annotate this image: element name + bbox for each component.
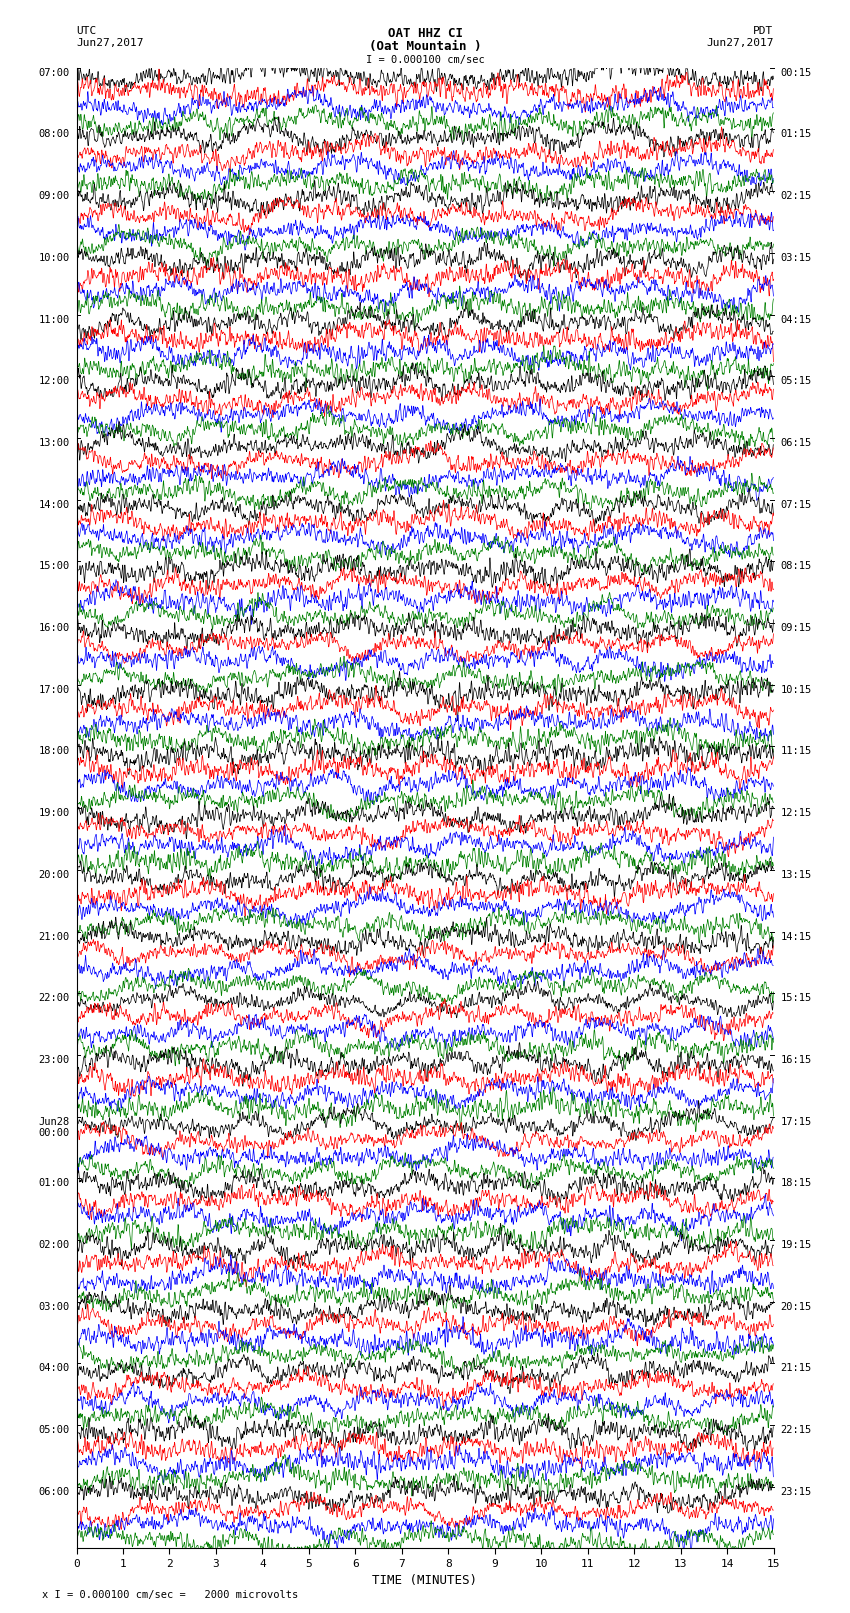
Text: Jun28
00:00: Jun28 00:00 <box>38 1116 70 1139</box>
Text: 16:00: 16:00 <box>38 623 70 632</box>
Text: 10:00: 10:00 <box>38 253 70 263</box>
Text: 11:15: 11:15 <box>780 747 812 756</box>
Text: 05:00: 05:00 <box>38 1426 70 1436</box>
Text: 08:00: 08:00 <box>38 129 70 139</box>
Text: 02:00: 02:00 <box>38 1240 70 1250</box>
Text: 04:15: 04:15 <box>780 315 812 324</box>
Text: 19:00: 19:00 <box>38 808 70 818</box>
Text: 09:00: 09:00 <box>38 192 70 202</box>
Text: 09:15: 09:15 <box>780 623 812 632</box>
Text: 18:00: 18:00 <box>38 747 70 756</box>
Text: 12:15: 12:15 <box>780 808 812 818</box>
Text: 12:00: 12:00 <box>38 376 70 386</box>
Text: 08:15: 08:15 <box>780 561 812 571</box>
Text: 17:15: 17:15 <box>780 1116 812 1126</box>
Text: 15:15: 15:15 <box>780 994 812 1003</box>
Text: (Oat Mountain ): (Oat Mountain ) <box>369 40 481 53</box>
Text: 04:00: 04:00 <box>38 1363 70 1373</box>
Text: I = 0.000100 cm/sec: I = 0.000100 cm/sec <box>366 55 484 65</box>
Text: 01:15: 01:15 <box>780 129 812 139</box>
Text: 19:15: 19:15 <box>780 1240 812 1250</box>
Text: 11:00: 11:00 <box>38 315 70 324</box>
Text: 01:00: 01:00 <box>38 1177 70 1189</box>
Text: 00:15: 00:15 <box>780 68 812 77</box>
Text: UTC
Jun27,2017: UTC Jun27,2017 <box>76 26 144 48</box>
Text: 02:15: 02:15 <box>780 192 812 202</box>
Text: 14:15: 14:15 <box>780 931 812 942</box>
Text: 05:15: 05:15 <box>780 376 812 386</box>
Text: 17:00: 17:00 <box>38 684 70 695</box>
Text: 20:15: 20:15 <box>780 1302 812 1311</box>
Text: 07:00: 07:00 <box>38 68 70 77</box>
Text: 07:15: 07:15 <box>780 500 812 510</box>
Text: 23:00: 23:00 <box>38 1055 70 1065</box>
Text: OAT HHZ CI: OAT HHZ CI <box>388 27 462 40</box>
Text: 20:00: 20:00 <box>38 869 70 879</box>
Text: 23:15: 23:15 <box>780 1487 812 1497</box>
Text: 21:15: 21:15 <box>780 1363 812 1373</box>
Text: 14:00: 14:00 <box>38 500 70 510</box>
Text: PDT
Jun27,2017: PDT Jun27,2017 <box>706 26 774 48</box>
Text: 21:00: 21:00 <box>38 931 70 942</box>
Text: 15:00: 15:00 <box>38 561 70 571</box>
Text: 10:15: 10:15 <box>780 684 812 695</box>
Text: 13:15: 13:15 <box>780 869 812 879</box>
Text: 16:15: 16:15 <box>780 1055 812 1065</box>
Text: 13:00: 13:00 <box>38 439 70 448</box>
Text: 03:15: 03:15 <box>780 253 812 263</box>
X-axis label: TIME (MINUTES): TIME (MINUTES) <box>372 1574 478 1587</box>
Text: x I = 0.000100 cm/sec =   2000 microvolts: x I = 0.000100 cm/sec = 2000 microvolts <box>42 1590 298 1600</box>
Text: 22:00: 22:00 <box>38 994 70 1003</box>
Text: 03:00: 03:00 <box>38 1302 70 1311</box>
Text: 06:00: 06:00 <box>38 1487 70 1497</box>
Text: 22:15: 22:15 <box>780 1426 812 1436</box>
Text: 06:15: 06:15 <box>780 439 812 448</box>
Text: 18:15: 18:15 <box>780 1177 812 1189</box>
